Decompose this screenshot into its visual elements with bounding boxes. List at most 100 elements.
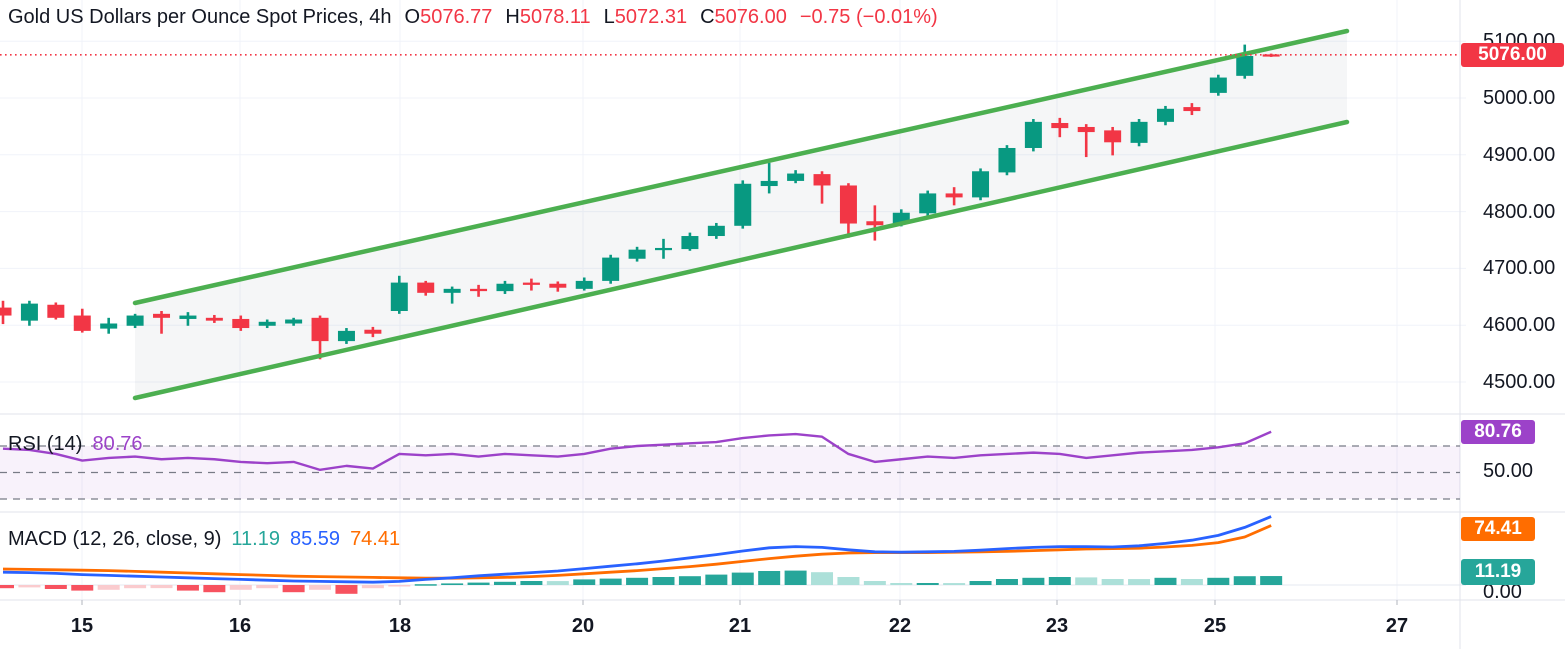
candle-body (443, 288, 461, 293)
legend-open: O 5076.77 (405, 6, 493, 29)
macd-histogram-bar (1128, 579, 1151, 585)
candle-body (285, 319, 303, 324)
macd-label: MACD (12, 26, close, 9) (8, 528, 222, 550)
candle-body (734, 183, 752, 226)
rsi-label: RSI (14) (8, 433, 83, 455)
macd-histogram-bar (758, 571, 781, 585)
price-axis-label: 4900.00 (1483, 143, 1556, 166)
macd-histogram-bar (811, 572, 834, 585)
macd-histogram-bar (1233, 576, 1256, 585)
candle-body (73, 315, 91, 331)
candle-body (628, 249, 646, 259)
candle-body (1209, 77, 1227, 93)
time-axis-label: 16 (228, 615, 252, 637)
last-price-badge: 5076.00 (1461, 43, 1564, 67)
macd-histogram-bar (969, 581, 992, 585)
candle-body (337, 330, 355, 342)
macd-signal-badge: 74.41 (1461, 517, 1535, 541)
candle-body (707, 225, 725, 237)
price-axis-label: 4700.00 (1483, 257, 1556, 280)
macd-histogram-bar (520, 581, 543, 585)
change-value: −0.75 (−0.01%) (799, 6, 938, 28)
macd-histogram-bar (493, 581, 516, 585)
macd-histogram-bar (784, 570, 807, 585)
macd-histogram-bar (546, 581, 569, 585)
close-value: 5076.00 (714, 6, 787, 28)
time-axis-label: 23 (1045, 615, 1069, 637)
open-value: 5076.77 (420, 6, 493, 28)
macd-histogram-bar (176, 585, 199, 591)
macd-histogram-bar (652, 577, 675, 585)
candle-body (1156, 108, 1174, 122)
candle-body (179, 315, 197, 319)
time-axis-label: 18 (388, 615, 412, 637)
macd-histogram-bar (678, 576, 701, 585)
rsi-value: 80.76 (92, 433, 143, 455)
macd-histogram-bar (705, 574, 728, 585)
price-axis-label: 4500.00 (1483, 371, 1556, 393)
macd-legend: MACD (12, 26, close, 9) 11.19 85.59 74.4… (8, 528, 400, 551)
time-axis-label: 25 (1203, 615, 1227, 637)
macd-histogram-bar (599, 578, 622, 585)
macd-histogram-bar (837, 577, 860, 585)
candle-body (1024, 121, 1042, 148)
candle-body (1183, 107, 1201, 112)
high-label: H (505, 6, 520, 28)
candle-body (760, 180, 778, 187)
candle-body (549, 283, 567, 288)
macd-histogram-bar (863, 581, 886, 585)
candle-body (1130, 121, 1148, 143)
macd-histogram-bar (1154, 577, 1177, 585)
macd-histogram-bar (282, 585, 305, 593)
macd-histogram-bar (335, 585, 358, 594)
candle-body (126, 315, 144, 326)
low-value: 5072.31 (614, 6, 688, 28)
high-value: 5078.11 (519, 6, 591, 28)
candle-body (892, 212, 910, 224)
candle-body (787, 173, 805, 181)
candle-body (153, 313, 171, 318)
candle-body (945, 193, 963, 198)
trend-channel-lower-line[interactable] (132, 119, 1350, 401)
macd-signal-value: 74.41 (350, 528, 401, 550)
candle-body (1236, 55, 1254, 76)
macd-histogram-bar (467, 582, 490, 585)
macd-histogram-bar (916, 583, 939, 585)
macd-histogram-bar (124, 585, 147, 589)
time-axis-label: 15 (70, 615, 94, 637)
open-label: O (404, 6, 421, 28)
trend-channel-upper-line[interactable] (132, 28, 1350, 306)
price-axis-label: 5000.00 (1483, 87, 1556, 109)
candle-body (1051, 122, 1069, 129)
legend-low: L 5072.31 (604, 6, 687, 29)
price-axis-label: 4600.00 (1483, 314, 1556, 337)
candle-body (866, 221, 884, 226)
low-label: L (603, 6, 615, 28)
macd-histogram-bar (890, 583, 913, 585)
macd-hist-value: 11.19 (231, 528, 280, 550)
macd-histogram-bar (441, 583, 464, 585)
rsi-value-badge: 80.76 (1461, 420, 1535, 444)
macd-histogram-bar (71, 585, 94, 591)
candle-body (311, 317, 329, 342)
macd-histogram-bar (731, 572, 754, 585)
macd-histogram-bar (0, 585, 14, 589)
candle-body (655, 247, 672, 251)
candle-body (47, 304, 65, 318)
macd-histogram-bar (1075, 577, 1098, 585)
macd-histogram-bar (229, 585, 252, 590)
candle-body (839, 185, 857, 224)
candle-body (364, 329, 382, 334)
symbol-legend: Gold US Dollars per Ounce Spot Prices, 4… (8, 6, 938, 29)
time-axis-label: 27 (1385, 615, 1409, 637)
rsi-legend: RSI (14) 80.76 (8, 433, 143, 456)
macd-hist-badge: 11.19 (1461, 559, 1535, 585)
macd-line-value: 85.59 (290, 528, 341, 550)
macd-histogram-bar (44, 585, 67, 589)
rsi-line (2, 430, 1272, 472)
rsi-50-axis-label: 50.00 (1483, 460, 1534, 482)
macd-histogram-bar (943, 583, 966, 585)
macd-signal-line (2, 524, 1272, 580)
macd-histogram-bar (97, 585, 120, 590)
